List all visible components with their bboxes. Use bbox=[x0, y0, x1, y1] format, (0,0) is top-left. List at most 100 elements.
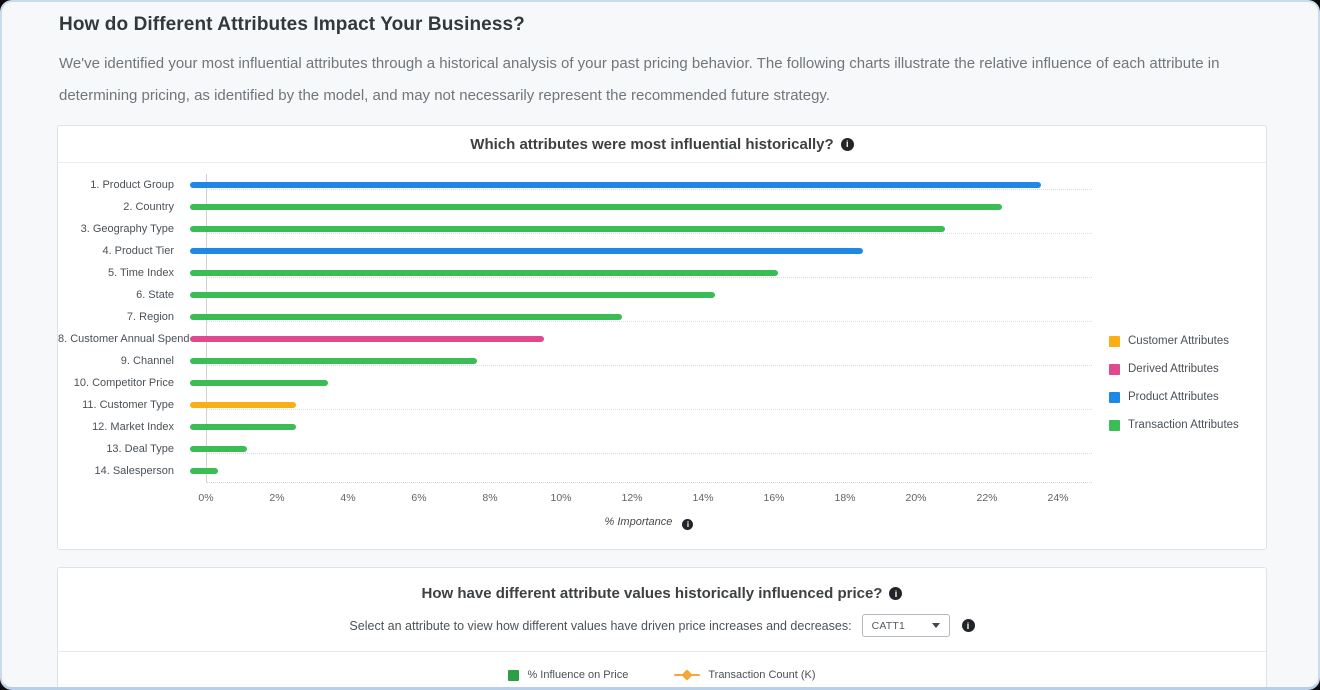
legend-label: Derived Attributes bbox=[1128, 363, 1219, 375]
bar[interactable] bbox=[190, 336, 545, 342]
x-tick-label: 6% bbox=[411, 492, 427, 504]
x-axis-label-text: % Importance bbox=[604, 516, 673, 528]
gridline bbox=[206, 233, 1092, 234]
bar-row: 14. Salesperson bbox=[58, 460, 1266, 482]
value-influence-legend: % Influence on Price Transaction Count (K… bbox=[58, 669, 1266, 681]
bar-row: 7. Region bbox=[58, 306, 1266, 328]
bar[interactable] bbox=[190, 314, 623, 320]
category-label: 12. Market Index bbox=[92, 421, 174, 433]
info-icon[interactable] bbox=[889, 587, 903, 600]
bar-row: 12. Market Index bbox=[58, 416, 1266, 438]
bar[interactable] bbox=[190, 424, 297, 430]
category-label: 11. Customer Type bbox=[82, 399, 174, 411]
bar[interactable] bbox=[190, 292, 715, 298]
category-label: 1. Product Group bbox=[90, 179, 174, 191]
importance-chart-card: Which attributes were most influential h… bbox=[57, 125, 1267, 550]
gridline bbox=[206, 189, 1092, 190]
bar-row: 4. Product Tier bbox=[58, 240, 1266, 262]
page-title: How do Different Attributes Impact Your … bbox=[59, 14, 525, 35]
page-description: We've identified your most influential a… bbox=[59, 55, 1220, 104]
value-influence-body: % Influence on Price Transaction Count (K… bbox=[58, 652, 1266, 681]
legend-item[interactable]: Transaction Count (K) bbox=[674, 669, 816, 681]
legend-label: % Influence on Price bbox=[527, 669, 629, 681]
bar-rows: 1. Product Group 2. Country 3. Geography T… bbox=[58, 174, 1266, 482]
category-label: 14. Salesperson bbox=[94, 465, 175, 477]
category-label: 6. State bbox=[136, 289, 174, 301]
attribute-select-value: CATT1 bbox=[871, 619, 906, 632]
bar-row: 13. Deal Type bbox=[58, 438, 1266, 460]
importance-bar-chart: 1. Product Group 2. Country 3. Geography T… bbox=[58, 163, 1266, 530]
bar[interactable] bbox=[190, 226, 945, 232]
legend-item[interactable]: Transaction Attributes bbox=[1109, 415, 1239, 435]
category-label: 10. Competitor Price bbox=[73, 377, 174, 389]
legend-swatch bbox=[1109, 419, 1120, 431]
bar-row: 6. State bbox=[58, 284, 1266, 306]
bar[interactable] bbox=[190, 248, 864, 254]
page-header: How do Different Attributes Impact Your … bbox=[2, 2, 1318, 112]
bar-row: 11. Customer Type bbox=[58, 394, 1266, 416]
bar-row: 3. Geography Type bbox=[58, 218, 1266, 240]
legend-swatch bbox=[1109, 335, 1120, 347]
x-tick-label: 12% bbox=[621, 492, 643, 504]
bar-row: 5. Time Index bbox=[58, 262, 1266, 284]
square-marker-icon bbox=[508, 669, 520, 681]
category-label: 2. Country bbox=[123, 201, 174, 213]
bar-row: 9. Channel bbox=[58, 350, 1266, 372]
category-label: 5. Time Index bbox=[107, 267, 174, 279]
x-tick-label: 2% bbox=[269, 492, 285, 504]
category-label: 9. Channel bbox=[120, 355, 174, 367]
bar[interactable] bbox=[190, 402, 297, 408]
legend-item[interactable]: Product Attributes bbox=[1109, 387, 1239, 407]
category-label: 3. Geography Type bbox=[80, 223, 174, 235]
diamond-line-marker-icon bbox=[674, 669, 701, 681]
bar[interactable] bbox=[190, 380, 329, 386]
legend-item[interactable]: Derived Attributes bbox=[1109, 359, 1239, 379]
bar[interactable] bbox=[190, 468, 219, 474]
legend-label: Transaction Count (K) bbox=[708, 669, 816, 681]
importance-chart-header: Which attributes were most influential h… bbox=[58, 126, 1266, 163]
legend-label: Product Attributes bbox=[1128, 391, 1219, 403]
category-label: 8. Customer Annual Spend bbox=[58, 333, 190, 345]
legend-item[interactable]: Customer Attributes bbox=[1109, 331, 1239, 351]
bar[interactable] bbox=[190, 204, 1002, 210]
bar-row: 10. Competitor Price bbox=[58, 372, 1266, 394]
x-axis-ticks: 0% 2% 4% 6% 8% 10% 12% 14% 16% 18% 20% 22% 24% bbox=[58, 485, 1266, 509]
legend-label: Customer Attributes bbox=[1128, 335, 1229, 347]
bar-row: 2. Country bbox=[58, 196, 1266, 218]
attribute-select[interactable]: CATT1 bbox=[861, 614, 950, 637]
gridline bbox=[206, 365, 1092, 366]
x-tick-label: 8% bbox=[482, 492, 498, 504]
importance-chart-title: Which attributes were most influential h… bbox=[470, 135, 834, 153]
value-influence-title: How have different attribute values hist… bbox=[421, 585, 883, 602]
category-label: 7. Region bbox=[126, 311, 174, 323]
attribute-selector-label: Select an attribute to view how differen… bbox=[349, 618, 852, 633]
bar-row: 8. Customer Annual Spend bbox=[58, 328, 1266, 350]
info-icon[interactable] bbox=[840, 137, 854, 151]
info-icon[interactable] bbox=[682, 519, 694, 530]
x-tick-label: 16% bbox=[763, 492, 785, 504]
value-influence-header: How have different attribute values hist… bbox=[58, 568, 1266, 652]
bar[interactable] bbox=[190, 358, 478, 364]
chart-legend: Customer Attributes Derived Attributes Pro… bbox=[1109, 331, 1239, 443]
bar[interactable] bbox=[190, 270, 779, 276]
info-icon[interactable] bbox=[961, 619, 975, 632]
x-tick-label: 10% bbox=[550, 492, 572, 504]
x-tick-label: 14% bbox=[692, 492, 714, 504]
legend-swatch bbox=[1109, 363, 1120, 375]
gridline bbox=[206, 321, 1092, 322]
x-axis-baseline bbox=[206, 482, 1092, 483]
attribute-selector-row: Select an attribute to view how differen… bbox=[58, 614, 1266, 637]
legend-swatch bbox=[1109, 391, 1120, 403]
bar[interactable] bbox=[190, 182, 1041, 188]
legend-item[interactable]: % Influence on Price bbox=[508, 669, 628, 681]
category-label: 4. Product Tier bbox=[102, 245, 174, 257]
x-tick-label: 0% bbox=[198, 492, 214, 504]
legend-label: Transaction Attributes bbox=[1128, 419, 1239, 431]
x-axis-label: % Importance bbox=[206, 516, 1092, 530]
chevron-down-icon bbox=[931, 623, 940, 628]
x-tick-label: 18% bbox=[834, 492, 856, 504]
x-tick-label: 4% bbox=[340, 492, 356, 504]
bar[interactable] bbox=[190, 446, 247, 452]
x-tick-label: 24% bbox=[1047, 492, 1069, 504]
